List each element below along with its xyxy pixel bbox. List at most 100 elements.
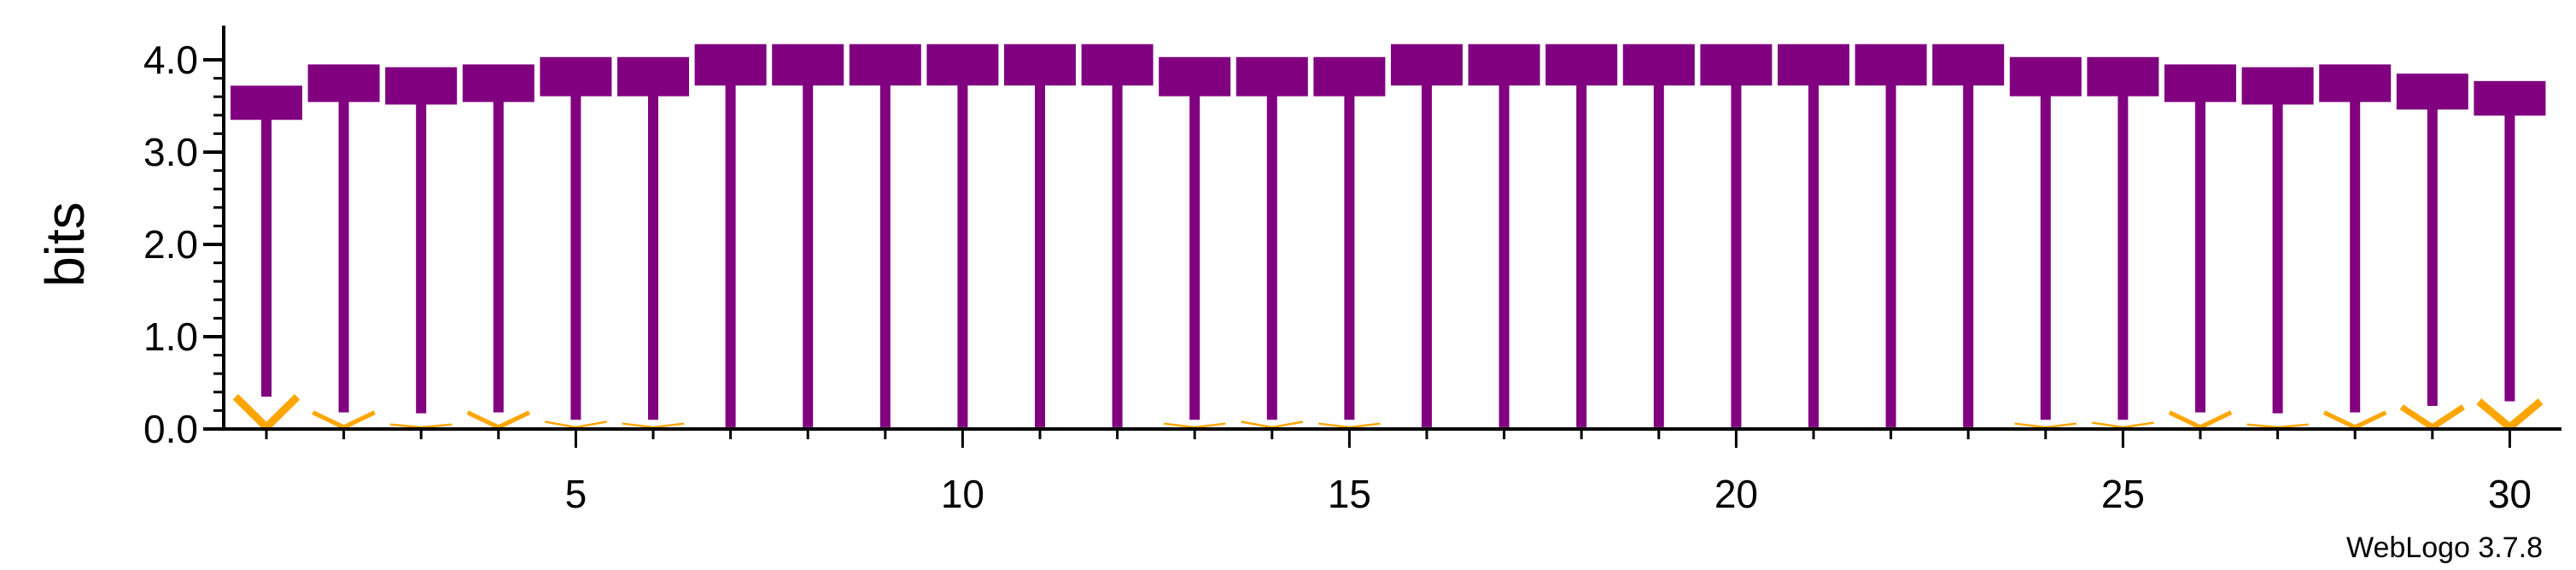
- logo-stack: [694, 44, 767, 427]
- weblogo-credit: WebLogo 3.7.8: [2346, 532, 2543, 564]
- logo-stack: [617, 56, 689, 429]
- logo-stack: [2396, 73, 2468, 432]
- main-letter-t-stem: [2040, 95, 2051, 420]
- main-letter-t-bar: [1468, 44, 1540, 86]
- main-letter-t-stem: [803, 85, 814, 427]
- main-letter-t-stem: [1576, 85, 1587, 427]
- main-letter-t-bar: [2474, 80, 2546, 116]
- logo-stack: [849, 44, 921, 427]
- logo-stack: [2319, 64, 2392, 430]
- main-letter-t-bar: [385, 67, 458, 105]
- main-letter-t-bar: [462, 64, 534, 103]
- main-letter-t-stem: [1344, 95, 1355, 420]
- minor-letter-v: [2322, 410, 2387, 430]
- main-letter-t-bar: [2164, 64, 2236, 103]
- main-letter-t-bar: [1313, 56, 1386, 97]
- main-letter-t-stem: [725, 85, 736, 427]
- logo-stack: [1778, 44, 1849, 427]
- minor-letter-v: [389, 423, 453, 429]
- main-letter-t-stem: [957, 85, 968, 427]
- minor-letter-v: [2168, 410, 2233, 430]
- x-tick-label: 20: [1714, 472, 1758, 516]
- logo-stack: [307, 64, 380, 430]
- main-letter-t-stem: [1035, 85, 1045, 427]
- main-letter-t-stem: [1963, 85, 1974, 427]
- logo-stack: [1545, 44, 1618, 427]
- x-tick-label: 15: [1328, 472, 1371, 516]
- main-letter-t-bar: [772, 44, 844, 86]
- main-letter-t-bar: [1700, 44, 1773, 86]
- minor-letter-v: [2246, 423, 2309, 429]
- main-letter-t-stem: [261, 119, 272, 397]
- minor-letter-v: [312, 410, 376, 430]
- main-letter-t-stem: [648, 95, 658, 420]
- logo-stack: [926, 44, 999, 427]
- main-letter-t-bar: [1622, 44, 1695, 86]
- main-letter-t-stem: [1808, 85, 1819, 427]
- logo-stack: [1622, 44, 1695, 427]
- main-letter-t-bar: [2087, 56, 2159, 97]
- logo-stack: [2164, 64, 2236, 430]
- main-letter-t-bar: [1159, 56, 1231, 97]
- main-letter-t-bar: [1004, 44, 1076, 86]
- axes: 0.0 1.0 2.0 3.0 4.0 5 10 15 20 25 30: [143, 26, 2561, 516]
- logo-stack: [1313, 56, 1386, 429]
- main-letter-t-bar: [2241, 67, 2314, 105]
- logo-stack: [1391, 44, 1463, 427]
- minor-letter-v: [1318, 422, 1381, 429]
- y-tick-label: 0.0: [143, 407, 198, 451]
- y-tick-label: 2.0: [143, 222, 198, 267]
- minor-letter-v: [1241, 420, 1304, 429]
- x-tick-label: 5: [565, 472, 587, 516]
- minor-letter-v: [2399, 404, 2465, 432]
- main-letter-t-stem: [879, 85, 891, 427]
- y-tick-label: 4.0: [143, 38, 198, 82]
- logo-stack: [2087, 56, 2159, 429]
- logo-stack: [1468, 44, 1540, 427]
- main-letter-t-bar: [694, 44, 767, 86]
- minor-letter-v: [1163, 422, 1226, 429]
- main-letter-t-stem: [2504, 115, 2515, 402]
- logo-stack: [772, 44, 844, 427]
- x-tick-label: 25: [2101, 472, 2145, 516]
- minor-letter-v: [622, 422, 685, 429]
- main-letter-t-stem: [2350, 101, 2361, 413]
- main-letter-t-bar: [617, 56, 689, 97]
- main-letter-t-stem: [1266, 95, 1277, 420]
- logo-stack: [1235, 56, 1308, 429]
- y-tick-label: 1.0: [143, 314, 198, 359]
- logo-stack: [2009, 56, 2082, 429]
- main-letter-t-bar: [1545, 44, 1618, 86]
- main-letter-t-stem: [2195, 101, 2205, 413]
- y-axis-label: bits: [34, 202, 96, 287]
- main-letter-t-bar: [1081, 44, 1154, 86]
- minor-letter-v: [2014, 422, 2077, 429]
- main-letter-t-stem: [493, 101, 504, 413]
- main-letter-t-bar: [1932, 44, 2005, 86]
- y-tick-label: 3.0: [143, 130, 198, 174]
- main-letter-t-bar: [1391, 44, 1463, 86]
- logo-stack: [1004, 44, 1076, 427]
- logo-stack: [1855, 44, 1927, 427]
- logo-stack: [2241, 67, 2314, 429]
- main-letter-t-bar: [2396, 73, 2468, 110]
- logo-stack: [1159, 56, 1231, 429]
- main-letter-t-stem: [2117, 95, 2129, 420]
- main-letter-t-stem: [1653, 85, 1664, 427]
- x-tick-label: 30: [2488, 472, 2532, 516]
- minor-letter-v: [545, 420, 607, 429]
- main-letter-t-stem: [416, 103, 427, 414]
- logo-stack: [540, 56, 612, 429]
- minor-letter-v: [466, 410, 531, 430]
- x-tick-label: 10: [941, 472, 984, 516]
- main-letter-t-stem: [1498, 85, 1510, 427]
- main-letter-t-bar: [849, 44, 921, 86]
- minor-letter-v: [2476, 398, 2544, 432]
- main-letter-t-stem: [1422, 85, 1432, 427]
- y-ticks: 0.0 1.0 2.0 3.0 4.0: [143, 38, 224, 451]
- logo-stack: [385, 67, 458, 429]
- main-letter-t-bar: [926, 44, 999, 86]
- logo-stacks: [231, 44, 2546, 433]
- main-letter-t-bar: [307, 64, 380, 103]
